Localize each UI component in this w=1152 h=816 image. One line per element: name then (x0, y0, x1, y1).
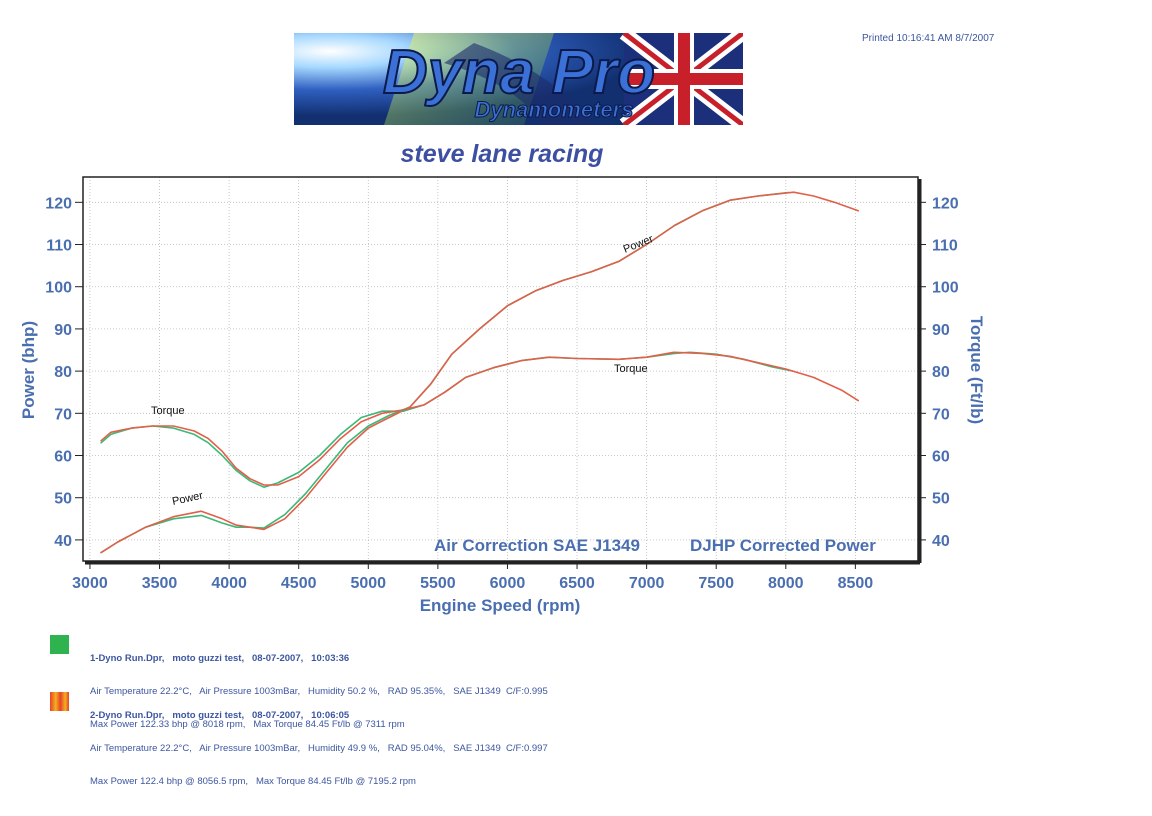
plot-frame (82, 176, 919, 562)
legend-run-1-line-1: 1-Dyno Run.Dpr, moto guzzi test, 08-07-2… (90, 653, 350, 664)
x-tick-label-7500: 7500 (698, 575, 734, 592)
x-tick-label-5500: 5500 (420, 575, 456, 592)
y-tick-label-left-40: 40 (54, 533, 72, 550)
printed-timestamp: Printed 10:16:41 AM 8/7/2007 (862, 33, 995, 44)
union-flag-graphic (619, 33, 743, 125)
y-tick-label-left-70: 70 (54, 406, 72, 423)
x-ticks: 3000 3500 4000 4500 5000 5500 6000 6500 7000 7500… (72, 561, 873, 592)
legend-run-2-line-1: 2-Dyno Run.Dpr, moto guzzi test, 08-07-2… (90, 710, 350, 721)
dyno-chart: 40 50 60 70 80 90 100 110 120 40 50 60 70 80 90 100 110… (19, 176, 986, 615)
y-axis-label-left: Power (bhp) (19, 321, 38, 419)
y-tick-label-left-50: 50 (54, 491, 72, 508)
y-tick-label-right-110: 110 (932, 238, 958, 255)
legend-run-2-line-2: Air Temperature 22.2°C, Air Pressure 100… (90, 743, 548, 754)
legend-run-1-line-3: Max Power 122.33 bhp @ 8018 rpm, Max Tor… (90, 719, 405, 730)
air-correction-label: Air Correction SAE J1349 (434, 536, 640, 555)
y-tick-label-left-90: 90 (54, 322, 72, 339)
y-tick-label-left-110: 110 (46, 238, 72, 255)
x-tick-label-8500: 8500 (838, 575, 874, 592)
legend-swatch-orange (50, 692, 69, 711)
x-tick-label-8000: 8000 (768, 575, 804, 592)
dyna-pro-logo: Dyna Pro Dynamometers (294, 33, 743, 125)
x-tick-label-4500: 4500 (281, 575, 317, 592)
annotation-torque-left: Torque (151, 405, 185, 417)
x-tick-label-6500: 6500 (559, 575, 595, 592)
y-tick-label-left-80: 80 (54, 364, 72, 381)
y-tick-label-right-100: 100 (932, 280, 959, 297)
logo-sub-text: Dynamometers (475, 97, 634, 122)
y-tick-label-right-60: 60 (932, 449, 950, 466)
legend-swatch-green (50, 635, 69, 654)
y-axis-label-right: Torque (Ft/lb) (967, 316, 986, 424)
y-ticks-left: 40 50 60 70 80 90 100 110 120 (45, 195, 83, 550)
legend-text-run-1: 1-Dyno Run.Dpr, moto guzzi test, 08-07-2… (90, 631, 790, 752)
y-tick-label-right-90: 90 (932, 322, 950, 339)
y-tick-label-right-40: 40 (932, 533, 950, 550)
x-tick-label-3500: 3500 (142, 575, 178, 592)
x-tick-label-5000: 5000 (350, 575, 386, 592)
legend-run-1-line-2: Air Temperature 22.2°C, Air Pressure 100… (90, 686, 548, 697)
annotation-power-left: Power (171, 490, 204, 508)
logo-graphic: Dyna Pro Dynamometers (294, 33, 743, 125)
annotation-torque-right: Torque (614, 363, 648, 375)
report-subtitle: steve lane racing (400, 140, 604, 168)
annotation-power-right: Power (622, 233, 656, 256)
y-tick-label-right-70: 70 (932, 406, 950, 423)
y-ticks-right: 40 50 60 70 80 90 100 110 120 (918, 195, 959, 550)
x-tick-label-4000: 4000 (211, 575, 247, 592)
x-tick-label-3000: 3000 (72, 575, 108, 592)
y-tick-label-left-60: 60 (54, 449, 72, 466)
y-tick-label-right-120: 120 (932, 195, 959, 212)
series-line-3 (100, 351, 794, 488)
corrected-power-label: DJHP Corrected Power (690, 536, 876, 555)
legend-text-run-2: 2-Dyno Run.Dpr, moto guzzi test, 08-07-2… (90, 688, 790, 809)
y-tick-label-left-100: 100 (45, 280, 72, 297)
x-axis-label: Engine Speed (rpm) (420, 596, 581, 615)
y-tick-label-right-50: 50 (932, 491, 950, 508)
series-group (100, 191, 859, 554)
x-tick-label-7000: 7000 (629, 575, 665, 592)
series-line-4 (100, 351, 859, 486)
y-tick-label-right-80: 80 (932, 364, 950, 381)
series-line-1 (100, 191, 790, 554)
legend-run-2-line-3: Max Power 122.4 bhp @ 8056.5 rpm, Max To… (90, 776, 416, 787)
x-tick-label-6000: 6000 (490, 575, 526, 592)
y-tick-label-left-120: 120 (45, 195, 72, 212)
grid-lines (83, 177, 918, 561)
logo-main-text: Dyna Pro (383, 38, 655, 107)
series-line-2 (100, 191, 859, 554)
